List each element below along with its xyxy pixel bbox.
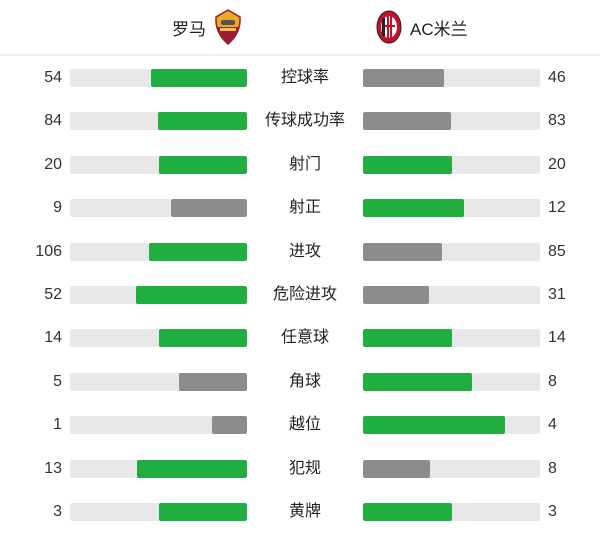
away-value: 46 xyxy=(548,69,566,86)
home-bar-fill xyxy=(137,459,247,478)
away-bar-track xyxy=(363,155,540,174)
away-bar-track xyxy=(363,112,540,131)
home-bar-fill xyxy=(178,372,247,391)
home-team[interactable]: 罗马 xyxy=(172,0,250,54)
home-value: 13 xyxy=(44,459,62,477)
away-value: 20 xyxy=(548,155,566,173)
stat-row: 5 角球 8 xyxy=(0,360,600,403)
away-bar-track xyxy=(363,372,540,391)
home-bar-fill xyxy=(151,69,247,87)
stat-row: 54 控球率 46 xyxy=(0,56,600,99)
away-bar-fill xyxy=(363,416,505,435)
stat-label: 进攻 xyxy=(288,242,321,260)
away-value: 83 xyxy=(548,112,566,130)
home-value: 54 xyxy=(44,69,62,86)
home-value: 5 xyxy=(53,372,62,390)
away-value: 14 xyxy=(548,329,566,347)
away-value: 31 xyxy=(548,285,566,303)
stats-list: 54 控球率 46 84 传球成功率 83 20 射门 20 9 射正 12 106 进… xyxy=(0,56,600,533)
home-bar-track xyxy=(70,242,247,261)
away-bar-track xyxy=(363,199,540,218)
away-bar-fill xyxy=(363,459,431,478)
stat-row: 106 进攻 85 xyxy=(0,230,600,273)
stat-label: 射正 xyxy=(288,199,321,217)
away-value: 4 xyxy=(548,416,557,434)
home-value: 1 xyxy=(53,416,62,434)
home-bar-fill xyxy=(158,155,247,174)
away-bar-track xyxy=(363,416,540,435)
home-bar-track xyxy=(70,199,247,218)
away-bar-fill xyxy=(363,155,452,174)
milan-crest-icon xyxy=(376,10,402,44)
away-bar-fill xyxy=(363,329,452,348)
stat-label: 越位 xyxy=(288,416,321,434)
roma-crest-icon xyxy=(215,9,241,45)
home-bar-track xyxy=(70,155,247,174)
home-bar-fill xyxy=(157,112,247,131)
home-bar-track xyxy=(70,285,247,304)
away-bar-track xyxy=(363,329,540,348)
home-bar-track xyxy=(70,112,247,131)
away-bar-track xyxy=(363,69,540,87)
away-value: 12 xyxy=(548,199,566,217)
home-bar-track xyxy=(70,502,247,521)
stat-row: 14 任意球 14 xyxy=(0,316,600,359)
stat-row: 20 射门 20 xyxy=(0,143,600,186)
home-bar-fill xyxy=(158,329,247,348)
stat-label: 犯规 xyxy=(288,459,321,477)
home-team-name: 罗马 xyxy=(172,19,206,39)
home-value: 20 xyxy=(44,155,62,173)
home-bar-fill xyxy=(171,199,247,218)
home-value: 84 xyxy=(44,112,62,130)
stat-label: 危险进攻 xyxy=(272,285,337,303)
stat-row: 1 越位 4 xyxy=(0,403,600,446)
away-bar-fill xyxy=(363,69,445,87)
stat-label: 黄牌 xyxy=(288,502,321,520)
stat-label: 传球成功率 xyxy=(264,112,345,130)
home-bar-track xyxy=(70,372,247,391)
stat-label: 任意球 xyxy=(280,329,329,347)
stat-label: 角球 xyxy=(288,372,321,390)
away-bar-fill xyxy=(363,372,472,391)
home-value: 106 xyxy=(35,242,62,260)
away-bar-fill xyxy=(363,199,465,218)
stat-label: 控球率 xyxy=(280,69,329,86)
home-value: 3 xyxy=(53,502,62,520)
home-value: 52 xyxy=(44,285,62,303)
away-bar-track xyxy=(363,502,540,521)
match-header: 罗马 AC米兰 xyxy=(0,0,600,56)
home-bar-track xyxy=(70,416,247,435)
stat-row: 9 射正 12 xyxy=(0,186,600,229)
away-bar-track xyxy=(363,459,540,478)
home-bar-fill xyxy=(158,502,247,521)
away-team-name: AC米兰 xyxy=(410,19,468,39)
home-bar-fill xyxy=(211,416,247,435)
home-value: 9 xyxy=(53,199,62,217)
away-value: 8 xyxy=(548,372,557,390)
home-bar-fill xyxy=(136,285,247,304)
home-value: 14 xyxy=(44,329,62,347)
away-value: 3 xyxy=(548,502,557,520)
away-bar-track xyxy=(363,285,540,304)
away-bar-fill xyxy=(363,502,452,521)
home-bar-track xyxy=(70,69,247,87)
home-bar-track xyxy=(70,329,247,348)
stat-row: 84 传球成功率 83 xyxy=(0,99,600,142)
stat-label: 射门 xyxy=(288,155,321,173)
stat-row: 52 危险进攻 31 xyxy=(0,273,600,316)
away-value: 8 xyxy=(548,459,557,477)
away-bar-fill xyxy=(363,242,442,261)
stat-row: 3 黄牌 3 xyxy=(0,490,600,533)
away-bar-fill xyxy=(363,112,451,131)
away-value: 85 xyxy=(548,242,566,260)
away-bar-track xyxy=(363,242,540,261)
home-bar-fill xyxy=(148,242,247,261)
away-team[interactable]: AC米兰 xyxy=(368,0,468,54)
home-bar-track xyxy=(70,459,247,478)
away-bar-fill xyxy=(363,285,430,304)
stat-row: 13 犯规 8 xyxy=(0,447,600,490)
